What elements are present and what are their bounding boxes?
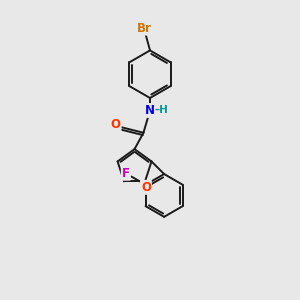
Text: F: F [122, 167, 130, 180]
Text: O: O [110, 118, 121, 131]
Text: –H: –H [154, 105, 168, 115]
Text: N: N [145, 104, 155, 117]
Text: Br: Br [136, 22, 152, 34]
Text: O: O [141, 181, 151, 194]
